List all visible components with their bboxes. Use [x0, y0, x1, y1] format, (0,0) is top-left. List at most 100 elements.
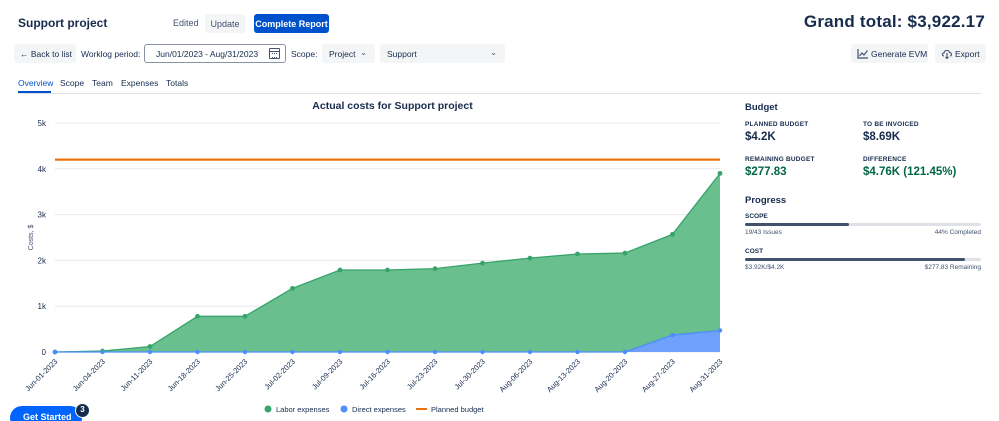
remaining-budget-value: $277.83: [745, 166, 787, 178]
direct-expenses-point: [717, 328, 723, 333]
direct-expenses-point: [242, 349, 248, 355]
chart-title: Actual costs for Support project: [312, 100, 473, 112]
direct-expenses-point: [432, 349, 438, 355]
direct-expenses-point: [100, 349, 105, 355]
labor-expenses-point: [195, 313, 200, 319]
export-label: Export: [955, 48, 980, 59]
x-tick-label: Jul-30-2023: [453, 357, 487, 391]
calendar-icon[interactable]: [269, 48, 280, 59]
labor-expenses-point: [337, 267, 343, 273]
direct-expenses-point: [52, 349, 58, 355]
to-be-invoiced-value: $8.69K: [863, 131, 901, 143]
cost-progress-label: COST: [745, 248, 764, 255]
x-tick-label: Aug-20-2023: [592, 357, 629, 394]
chevron-down-icon: ⌄: [490, 48, 497, 57]
project-select[interactable]: Support ⌄: [380, 44, 505, 63]
labor-expenses-point: [717, 170, 723, 176]
cost-remaining: $277.83 Remaining: [924, 264, 981, 271]
difference-label: DIFFERENCE: [863, 156, 907, 163]
labor-expenses-point: [385, 267, 390, 273]
legend-label: Labor expenses: [276, 405, 330, 414]
page-title: Support project: [18, 16, 108, 30]
tab-expenses[interactable]: Expenses: [121, 78, 159, 88]
filter-bar: ← Back to list Worklog period: Jun/01/20…: [0, 44, 999, 64]
x-tick-label: Jul-02-2023: [263, 357, 297, 391]
y-tick-label: 4k: [38, 165, 47, 174]
labor-expenses-point: [147, 344, 153, 349]
direct-expenses-point: [337, 349, 343, 355]
budget-heading: Budget: [745, 102, 778, 113]
legend-label: Planned budget: [431, 405, 484, 414]
y-tick-label: 1k: [38, 302, 47, 311]
cloud-download-icon: [941, 49, 952, 59]
edited-status: Edited: [173, 18, 199, 28]
active-tab-indicator: [18, 91, 51, 93]
notification-badge: 3: [75, 403, 90, 418]
legend-marker: [264, 405, 272, 413]
line-chart-icon: [857, 49, 868, 59]
export-button[interactable]: Export: [935, 44, 986, 63]
y-tick-label: 2k: [38, 256, 47, 265]
y-axis-label: Costs, $: [28, 225, 35, 251]
x-tick-label: Aug-06-2023: [497, 357, 534, 394]
chevron-down-icon: ⌄: [360, 48, 367, 57]
x-tick-label: Jun-18-2023: [166, 357, 202, 393]
planned-budget-value: $4.2K: [745, 131, 776, 143]
update-button[interactable]: Update: [205, 14, 245, 33]
worklog-period-value: Jun/01/2023 - Aug/31/2023: [156, 49, 259, 59]
complete-report-button[interactable]: Complete Report: [254, 14, 329, 33]
to-be-invoiced-label: TO BE INVOICED: [863, 121, 919, 128]
scope-completed: 44% Completed: [934, 229, 981, 236]
direct-expenses-point: [290, 349, 295, 355]
x-tick-label: Aug-13-2023: [545, 357, 582, 394]
direct-expenses-point: [622, 349, 628, 355]
labor-expenses-point: [432, 266, 438, 272]
difference-value: $4.76K (121.45%): [863, 166, 957, 178]
x-tick-label: Jun-01-2023: [23, 357, 59, 393]
arrow-left-icon: ←: [20, 48, 31, 59]
x-tick-label: Jul-16-2023: [358, 357, 392, 391]
scope-select[interactable]: Project ⌄: [322, 44, 375, 63]
generate-evm-label: Generate EVM: [871, 48, 928, 59]
x-tick-label: Jun-11-2023: [119, 357, 155, 393]
direct-expenses-point: [385, 349, 390, 355]
direct-expenses-point: [527, 349, 533, 355]
scope-progress-label: SCOPE: [745, 213, 768, 220]
legend-label: Direct expenses: [352, 405, 406, 414]
labor-expenses-point: [527, 255, 533, 261]
direct-expenses-point: [480, 349, 485, 355]
labor-expenses-point: [242, 313, 248, 319]
y-tick-label: 3k: [38, 211, 47, 220]
back-to-list-label: Back to list: [30, 48, 72, 59]
top-bar: Support project Edited Update Complete R…: [0, 0, 999, 44]
remaining-budget-label: REMAINING BUDGET: [745, 156, 815, 163]
worklog-period-input[interactable]: Jun/01/2023 - Aug/31/2023: [144, 44, 286, 63]
x-tick-label: Jun-25-2023: [213, 357, 249, 393]
labor-expenses-point: [670, 231, 675, 237]
scope-label: Scope:: [291, 49, 318, 59]
tab-scope[interactable]: Scope: [60, 78, 85, 88]
get-started-button[interactable]: Get Started: [10, 406, 82, 421]
labor-expenses-point: [575, 251, 580, 257]
grand-total: Grand total: $3,922.17: [803, 12, 985, 31]
x-tick-label: Jul-09-2023: [310, 357, 344, 391]
tab-overview[interactable]: Overview: [18, 78, 54, 88]
tab-team[interactable]: Team: [92, 78, 113, 88]
project-select-value: Support: [387, 49, 417, 59]
x-tick-label: Aug-31-2023: [687, 357, 724, 394]
tab-totals[interactable]: Totals: [166, 78, 189, 88]
scope-issues: 19/43 Issues: [745, 229, 782, 236]
cost-progress-fill: [745, 258, 966, 261]
labor-expenses-point: [290, 285, 295, 291]
progress-heading: Progress: [745, 195, 787, 206]
generate-evm-button[interactable]: Generate EVM: [851, 44, 928, 63]
cost-value: $3.92K/$4.2K: [745, 264, 785, 271]
scope-select-value: Project: [329, 49, 356, 59]
direct-expenses-point: [147, 349, 153, 355]
y-tick-label: 5k: [38, 119, 47, 128]
labor-expenses-area: [55, 173, 720, 352]
direct-expenses-point: [195, 349, 200, 355]
scope-progress-fill: [745, 223, 849, 226]
back-to-list-button[interactable]: ← Back to list: [14, 44, 76, 63]
tabs-divider: [18, 93, 981, 94]
